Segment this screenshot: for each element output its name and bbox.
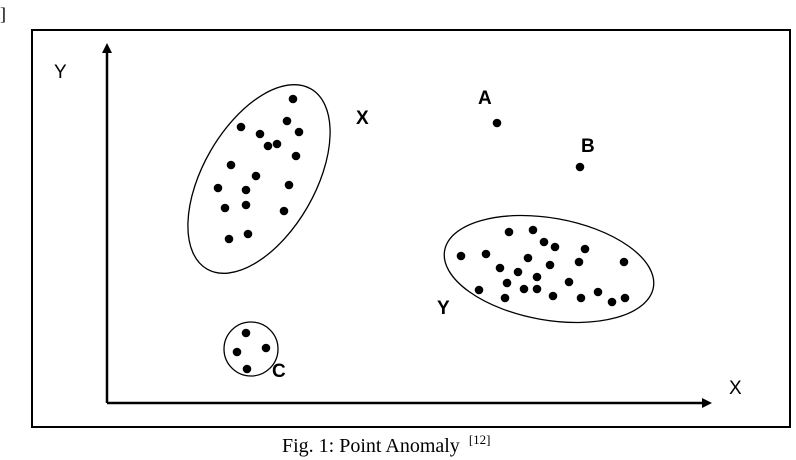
cluster-y-point	[504, 227, 514, 237]
cluster-y-point	[564, 277, 574, 287]
cluster-x-boundary	[187, 84, 331, 274]
cluster-x-point	[220, 203, 230, 213]
cluster-y-point	[519, 284, 529, 294]
anomaly-b-point	[575, 162, 585, 172]
anomaly-c-point	[241, 328, 251, 338]
cluster-x-point	[241, 200, 251, 210]
cluster-x-point	[255, 129, 265, 139]
cluster-y-point	[545, 260, 555, 270]
cluster-x-point	[288, 94, 298, 104]
cluster-y-point	[532, 284, 542, 294]
cluster-y-points	[456, 225, 630, 307]
cluster-x	[187, 84, 331, 274]
cluster-x-point	[272, 139, 282, 149]
cluster-x-point	[291, 151, 301, 161]
cluster-y-point	[513, 267, 523, 277]
caption-citation: [12]	[469, 432, 491, 447]
cluster-x-point	[243, 229, 253, 239]
cluster-x-point	[282, 116, 292, 126]
cluster-y-point	[502, 278, 512, 288]
cluster-y-point	[523, 253, 533, 263]
cluster-x-point	[263, 141, 273, 151]
anomaly-c-points	[232, 328, 271, 374]
cluster-y-point	[619, 257, 629, 267]
cluster-x-point	[241, 185, 251, 195]
cluster-y-point	[528, 225, 538, 235]
figure-caption: Fig. 1: Point Anomaly [12]	[282, 432, 490, 457]
cluster-y-point	[500, 293, 510, 303]
cluster-y-point	[580, 244, 590, 254]
cluster-x-point	[226, 160, 236, 170]
cluster-y-point	[456, 251, 466, 261]
cluster-y-point	[550, 242, 560, 252]
cluster-y-point	[532, 272, 542, 282]
cluster-x-label: X	[356, 108, 369, 129]
anomaly-c-point	[242, 364, 252, 374]
cluster-x-point	[236, 122, 246, 132]
cluster-x-points	[213, 94, 304, 244]
cluster-y-point	[548, 291, 558, 301]
anomaly-c-label: C	[272, 361, 286, 382]
cluster-x-point	[224, 234, 234, 244]
anomaly-c-boundary	[223, 321, 279, 377]
cluster-y-label: Y	[437, 298, 450, 319]
y-axis-label: Y	[54, 62, 67, 83]
cluster-y-boundary	[443, 214, 655, 324]
caption-text: Fig. 1: Point Anomaly	[282, 435, 460, 457]
cluster-y-point	[539, 237, 549, 247]
figure-frame	[31, 29, 791, 428]
anomaly-c-cluster	[223, 321, 279, 377]
cluster-y-point	[607, 297, 617, 307]
cluster-y-point	[495, 263, 505, 273]
cluster-x-point	[284, 180, 294, 190]
cluster-y-point	[481, 249, 491, 259]
cluster-x-point	[294, 127, 304, 137]
cluster-x-point	[251, 171, 261, 181]
cluster-y-point	[620, 293, 630, 303]
cluster-x-point	[279, 206, 289, 216]
cluster-y-point	[474, 285, 484, 295]
anomaly-a-label: A	[478, 88, 492, 109]
anomaly-b-label: B	[581, 136, 595, 157]
cluster-y-point	[593, 287, 603, 297]
cluster-y	[443, 214, 655, 324]
anomaly-c-point	[232, 347, 242, 357]
anomaly-c-point	[261, 343, 271, 353]
cluster-y-point	[574, 257, 584, 267]
x-axis-label: X	[729, 378, 742, 399]
corner-mark: ]	[0, 4, 6, 24]
cluster-y-point	[576, 293, 586, 303]
anomaly-a-point	[492, 118, 502, 128]
cluster-x-point	[213, 183, 223, 193]
